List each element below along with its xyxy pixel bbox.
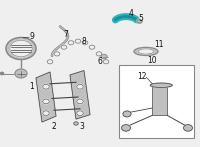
Circle shape [74, 122, 78, 125]
Circle shape [54, 52, 60, 56]
Circle shape [123, 111, 131, 117]
Text: 6: 6 [98, 56, 102, 66]
Text: 1: 1 [30, 82, 34, 91]
Text: 12: 12 [138, 72, 147, 81]
Text: 10: 10 [148, 56, 157, 65]
FancyBboxPatch shape [119, 65, 194, 138]
Circle shape [101, 54, 107, 59]
Text: 2: 2 [52, 122, 56, 131]
Polygon shape [70, 71, 90, 119]
Circle shape [43, 99, 49, 104]
Text: 8: 8 [82, 37, 86, 46]
Text: 7: 7 [64, 30, 68, 39]
Circle shape [10, 40, 32, 57]
Circle shape [68, 41, 74, 45]
Text: 9: 9 [30, 31, 34, 41]
Circle shape [61, 45, 67, 49]
Text: 5: 5 [139, 14, 143, 23]
Circle shape [89, 45, 95, 49]
Polygon shape [36, 72, 56, 122]
Circle shape [77, 84, 83, 89]
Circle shape [137, 20, 142, 23]
FancyBboxPatch shape [152, 85, 167, 115]
Circle shape [137, 19, 141, 23]
Circle shape [77, 99, 83, 104]
Circle shape [15, 69, 27, 78]
Circle shape [47, 60, 53, 64]
Circle shape [82, 41, 88, 45]
Ellipse shape [138, 49, 154, 54]
Circle shape [103, 60, 109, 64]
Circle shape [43, 84, 49, 89]
Text: 3: 3 [80, 122, 84, 131]
Circle shape [43, 111, 49, 116]
Circle shape [122, 125, 130, 131]
Circle shape [96, 52, 102, 56]
Text: 11: 11 [154, 40, 164, 49]
Ellipse shape [150, 83, 172, 87]
Text: 4: 4 [129, 9, 133, 19]
Circle shape [6, 37, 36, 60]
Ellipse shape [134, 47, 158, 56]
Circle shape [184, 125, 192, 131]
Circle shape [75, 39, 81, 43]
Circle shape [77, 111, 83, 116]
Circle shape [0, 72, 4, 75]
